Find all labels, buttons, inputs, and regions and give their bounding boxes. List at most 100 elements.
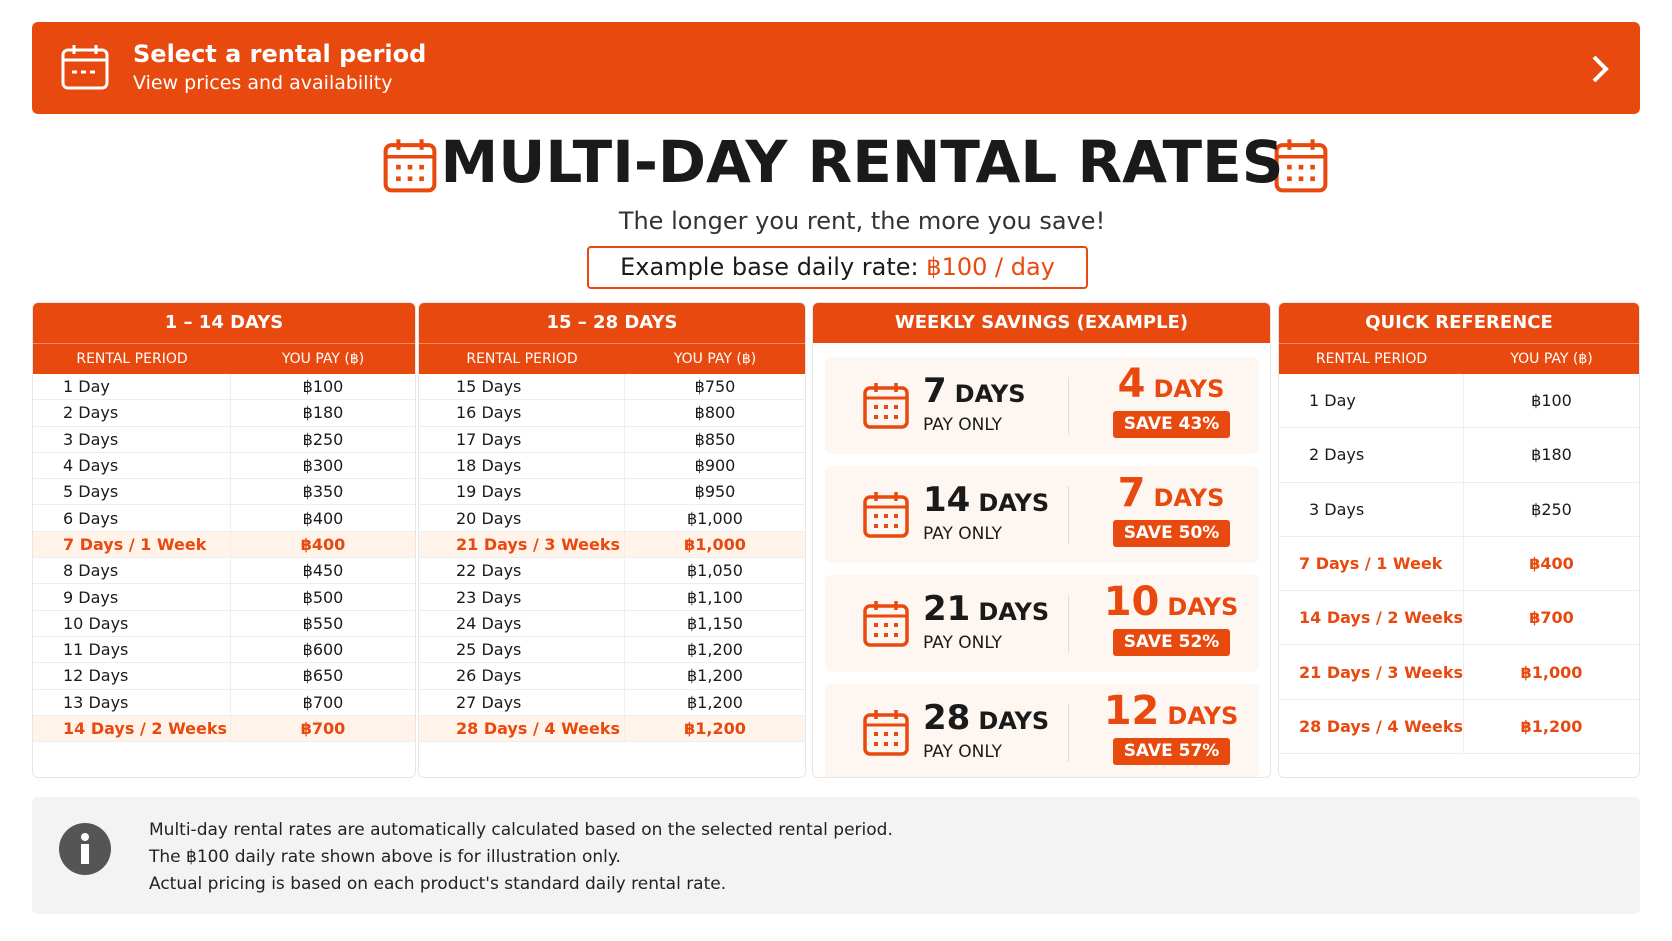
period: 28 Days / 4 Weeks — [419, 715, 625, 742]
price: ฿1,150 — [687, 613, 743, 633]
info-box: Multi-day rental rates are automatically… — [32, 797, 1640, 914]
rent-days: 28 DAYS — [923, 698, 1049, 738]
period: 20 Days — [419, 505, 625, 531]
column-header: RENTAL PERIOD — [76, 351, 188, 367]
price: ฿1,000 — [687, 508, 743, 528]
table-row: 20 Days ฿1,000 — [419, 505, 805, 532]
period: 25 Days — [419, 636, 625, 663]
period: 5 Days — [33, 479, 231, 505]
header-bar[interactable]: Select a rental period View prices and a… — [32, 22, 1640, 114]
table-row: 25 Days ฿1,200 — [419, 636, 805, 664]
table-row: 5 Days ฿350 — [33, 479, 415, 506]
table-row: 15 Days ฿750 — [419, 374, 805, 401]
table-row: 4 Days ฿300 — [33, 452, 415, 480]
price: ฿1,200 — [687, 692, 743, 712]
period: 14 Days / 2 Weeks — [1279, 591, 1464, 645]
period: 16 Days — [419, 400, 625, 426]
pay-only: PAY ONLY — [923, 524, 1002, 544]
table-row: 11 Days ฿600 — [33, 636, 415, 664]
calendar-icon — [61, 45, 109, 90]
rent-number: 21 — [923, 589, 971, 629]
table-row: 3 Days ฿250 — [33, 426, 415, 453]
table-row: 14 Days / 2 Weeks ฿700 — [33, 715, 415, 743]
rent-unit: DAYS — [978, 598, 1050, 626]
price: ฿400 — [1529, 554, 1574, 574]
info-icon — [59, 823, 111, 875]
savings-card: 28 DAYS PAY ONLY 12 DAYS SAVE 57% — [825, 684, 1259, 777]
pay-unit: DAYS — [1167, 702, 1239, 730]
price: ฿100 — [1531, 391, 1572, 411]
info-line: Actual pricing is based on each product'… — [149, 874, 727, 894]
period: 3 Days — [33, 426, 231, 452]
table-title: QUICK REFERENCE — [1279, 303, 1639, 343]
table-row: 8 Days ฿450 — [33, 558, 415, 585]
calendar-icon — [1274, 139, 1328, 193]
divider — [1068, 595, 1069, 653]
table-row: 7 Days / 1 Week ฿400 — [1279, 536, 1639, 592]
pay-number: 10 — [1103, 579, 1160, 625]
price: ฿700 — [1529, 608, 1574, 628]
column-header: YOU PAY (฿) — [281, 351, 365, 367]
column-header: RENTAL PERIOD — [1315, 351, 1428, 367]
table-row: 28 Days / 4 Weeks ฿1,200 — [1279, 699, 1639, 755]
period: 8 Days — [33, 558, 231, 584]
period: 2 Days — [33, 400, 231, 426]
pay-days: 10 DAYS — [1093, 579, 1249, 625]
table-row: 10 Days ฿550 — [33, 610, 415, 637]
savings-card: 7 DAYS PAY ONLY 4 DAYS SAVE 43% — [825, 357, 1259, 454]
table-title: 15 – 28 DAYS — [419, 303, 805, 343]
table-row: 1 Day ฿100 — [1279, 374, 1639, 429]
quick-reference: QUICK REFERENCE RENTAL PERIOD YOU PAY (฿) 1… — [1278, 302, 1640, 778]
rent-days: 14 DAYS — [923, 480, 1049, 520]
table-row: 28 Days / 4 Weeks ฿1,200 — [419, 715, 805, 743]
period: 2 Days — [1279, 428, 1464, 482]
divider — [1068, 377, 1069, 435]
table-row: 9 Days ฿500 — [33, 584, 415, 611]
pay-number: 7 — [1117, 470, 1146, 516]
table-row: 26 Days ฿1,200 — [419, 663, 805, 690]
calendar-icon — [861, 599, 911, 649]
rent-days: 21 DAYS — [923, 589, 1049, 629]
price: ฿1,200 — [687, 640, 743, 660]
period: 1 Day — [33, 374, 231, 400]
table-row: 7 Days / 1 Week ฿400 — [33, 531, 415, 559]
price: ฿950 — [694, 482, 736, 502]
price: ฿850 — [694, 429, 736, 449]
example-value: ฿100 / day — [926, 253, 1055, 281]
table-row: 2 Days ฿180 — [33, 400, 415, 427]
price: ฿700 — [300, 719, 346, 738]
price: ฿1,200 — [687, 666, 743, 686]
table-row: 6 Days ฿400 — [33, 505, 415, 532]
table-row: 21 Days / 3 Weeks ฿1,000 — [419, 531, 805, 559]
period: 19 Days — [419, 479, 625, 505]
period: 22 Days — [419, 558, 625, 584]
weekly-title: WEEKLY SAVINGS (EXAMPLE) — [813, 303, 1270, 343]
table-row: 24 Days ฿1,150 — [419, 610, 805, 637]
calendar-icon — [861, 381, 911, 431]
table-row: 3 Days ฿250 — [1279, 482, 1639, 537]
table-row: 18 Days ฿900 — [419, 452, 805, 480]
period: 1 Day — [1279, 374, 1464, 428]
main-title: MULTI-DAY RENTAL RATES — [440, 128, 1284, 196]
table-row: 13 Days ฿700 — [33, 689, 415, 716]
column-headers: RENTAL PERIOD YOU PAY (฿) — [33, 343, 415, 374]
period: 10 Days — [33, 610, 231, 636]
calendar-icon — [383, 139, 437, 193]
rate-table: 15 – 28 DAYS RENTAL PERIOD YOU PAY (฿) 15 D… — [418, 302, 806, 778]
period: 26 Days — [419, 663, 625, 689]
price: ฿550 — [302, 613, 344, 633]
price: ฿250 — [1531, 499, 1572, 519]
rent-number: 14 — [923, 480, 971, 520]
price: ฿400 — [300, 534, 346, 554]
price: ฿100 — [302, 377, 344, 397]
period: 6 Days — [33, 505, 231, 531]
period: 11 Days — [33, 636, 231, 663]
pay-days: 4 DAYS — [1093, 361, 1249, 407]
table-row: 22 Days ฿1,050 — [419, 558, 805, 585]
table-row: 2 Days ฿180 — [1279, 428, 1639, 483]
pay-only: PAY ONLY — [923, 633, 1002, 653]
calendar-icon — [861, 708, 911, 758]
price: ฿1,100 — [687, 587, 743, 607]
rate-table: 1 – 14 DAYS RENTAL PERIOD YOU PAY (฿) 1 Day… — [32, 302, 416, 778]
